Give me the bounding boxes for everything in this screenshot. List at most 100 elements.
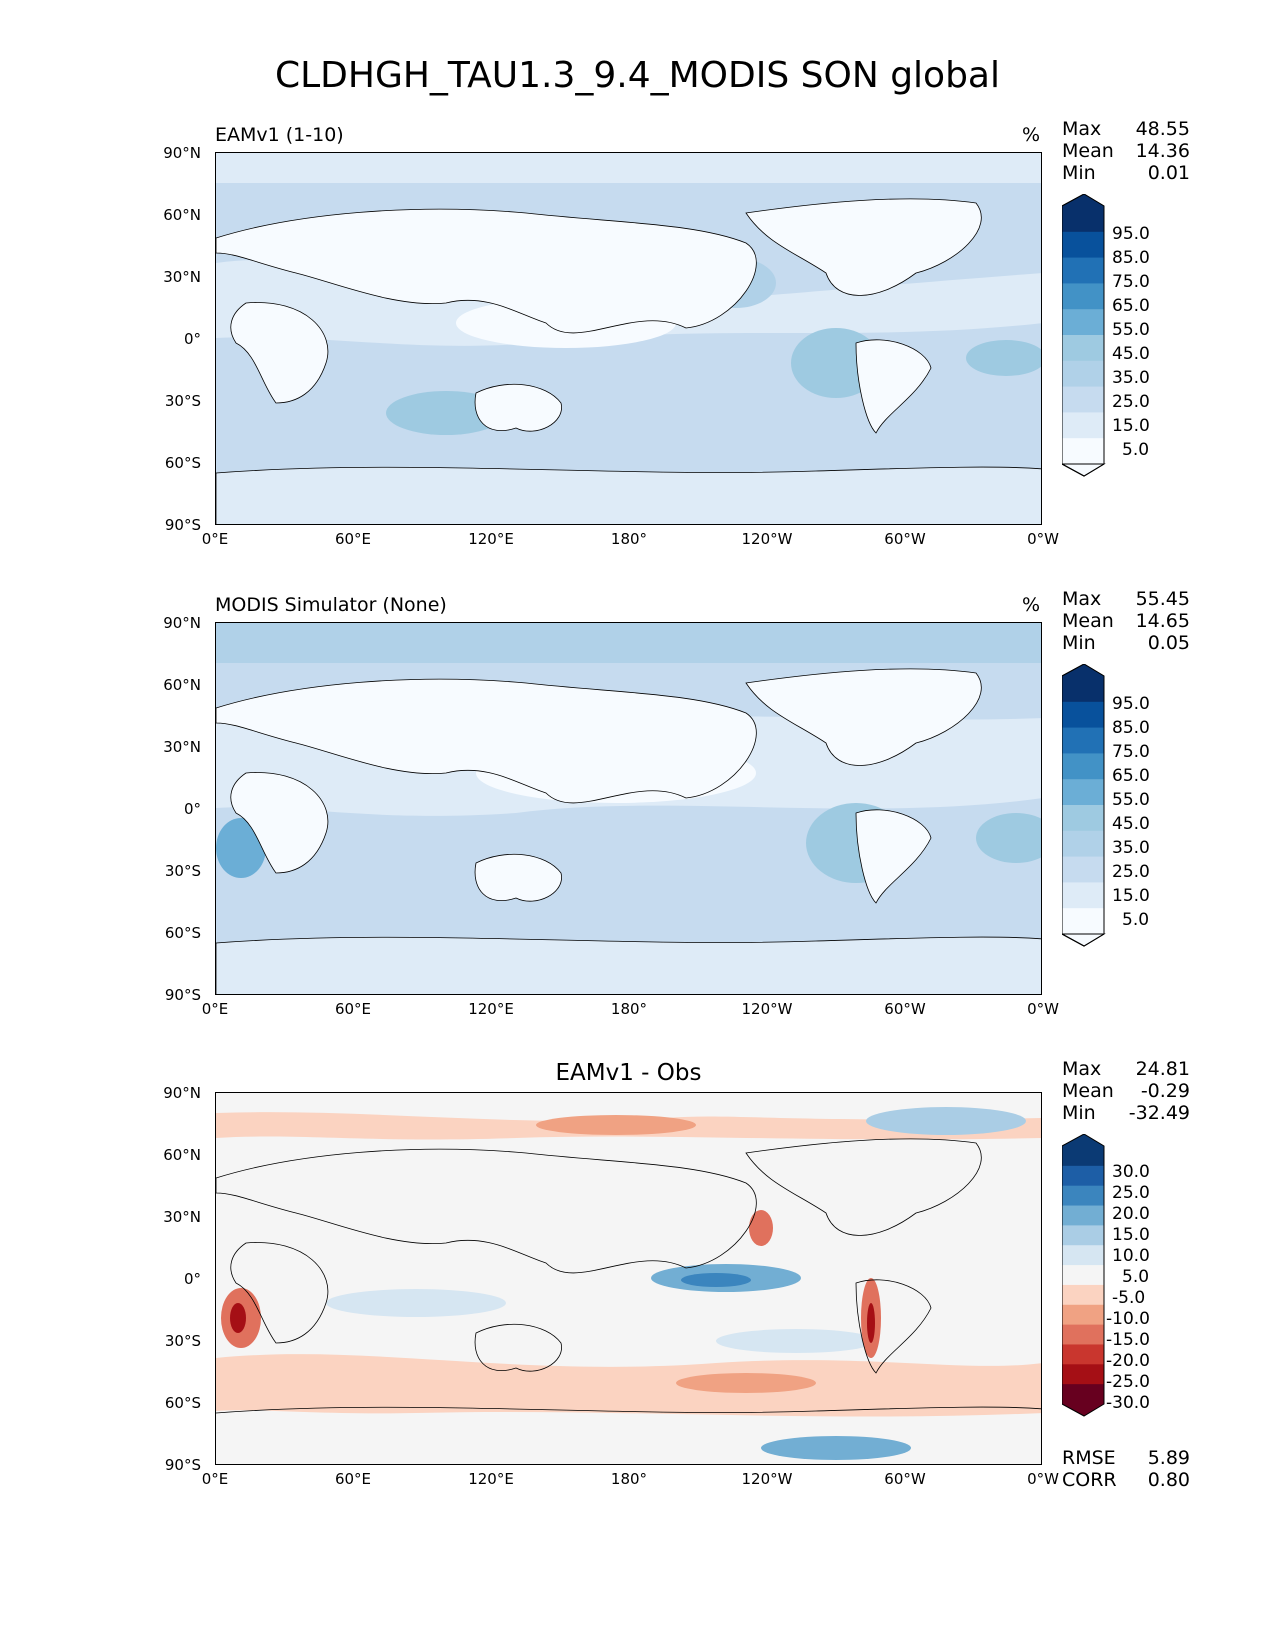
lon-tick: 60°W (884, 1000, 926, 1018)
colorbar-segment (1062, 1165, 1104, 1187)
colorbar-segment (1062, 1146, 1104, 1167)
colorbar-label: -5.0 (1112, 1288, 1146, 1308)
stat-min: 0.05 (1147, 632, 1190, 654)
colorbar-label: 45.0 (1112, 814, 1150, 834)
lon-tick: 60°E (334, 1470, 372, 1488)
colorbar-diff (1062, 1134, 1105, 1417)
lat-tick: 30°S (164, 392, 201, 410)
lon-tick: 0°E (201, 530, 229, 548)
lat-tick: 90°N (163, 1084, 201, 1102)
colorbar-label: -15.0 (1106, 1330, 1150, 1350)
lon-tick: 120°E (468, 530, 514, 548)
panel-modis: MODIS Simulator (None) % Max 55.45 Mean 14… (0, 588, 1275, 1028)
colorbar-segment (1062, 753, 1104, 780)
colorbar-label: -25.0 (1106, 1372, 1150, 1392)
stat-min-label: Min (1062, 1102, 1096, 1124)
lat-tick: 60°N (163, 676, 201, 694)
lon-tick: 180° (610, 530, 648, 548)
stat-mean: -0.29 (1140, 1080, 1190, 1102)
stat-mean: 14.36 (1135, 140, 1190, 162)
lat-tick: 30°S (164, 1332, 201, 1350)
colorbar-label: 25.0 (1112, 392, 1150, 412)
panel-label: MODIS Simulator (None) (215, 594, 447, 616)
lat-tick: 90°N (163, 614, 201, 632)
stats-box: Max 48.55 Mean 14.36 Min 0.01 (1062, 118, 1190, 184)
corr-value: 0.80 (1147, 1469, 1190, 1491)
stat-max: 48.55 (1135, 118, 1190, 140)
stat-mean-label: Mean (1062, 610, 1114, 632)
colorbar-label: 5.0 (1122, 1267, 1150, 1287)
lat-tick: 60°N (163, 206, 201, 224)
lat-tick: 60°N (163, 1146, 201, 1164)
colorbar-segment (1062, 206, 1104, 233)
lon-tick: 120°W (741, 1470, 793, 1488)
colorbar-label: 5.0 (1122, 440, 1150, 460)
colorbar-label: 45.0 (1112, 344, 1150, 364)
colorbar-label: 75.0 (1112, 272, 1150, 292)
colorbar-label: -30.0 (1106, 1393, 1150, 1413)
colorbar (1062, 664, 1106, 947)
lat-tick: 0° (183, 330, 201, 348)
stat-max: 55.45 (1135, 588, 1190, 610)
colorbar-label: 75.0 (1112, 742, 1150, 762)
stat-mean-label: Mean (1062, 140, 1114, 162)
colorbar-segment (1062, 1245, 1104, 1266)
colorbar-extend-top (1062, 1134, 1104, 1146)
colorbar-label: 35.0 (1112, 838, 1150, 858)
corr-label: CORR (1062, 1469, 1117, 1491)
colorbar-label: 15.0 (1112, 416, 1150, 436)
lon-tick: 0°W (1027, 1470, 1059, 1488)
map-diff (215, 1092, 1042, 1465)
lon-tick: 0°W (1027, 1000, 1059, 1018)
colorbar-outline (1062, 664, 1105, 947)
colorbar-segment (1062, 701, 1104, 729)
colorbar-segment (1062, 360, 1104, 388)
stat-min-label: Min (1062, 162, 1096, 184)
stat-mean-label: Mean (1062, 1080, 1114, 1102)
colorbar-outline (1062, 194, 1105, 477)
panel-label: EAMv1 (1-10) (215, 124, 344, 146)
colorbar-extend-bottom (1062, 1404, 1104, 1416)
lat-tick: 90°S (164, 986, 201, 1004)
lon-tick: 120°E (468, 1000, 514, 1018)
map-field (216, 623, 1041, 994)
lon-tick: 0°E (201, 1000, 229, 1018)
colorbar-segment (1062, 257, 1104, 284)
colorbar-label: 85.0 (1112, 718, 1150, 738)
map-eamv1 (215, 152, 1042, 525)
colorbar-segment (1062, 1344, 1104, 1365)
lat-tick: 60°S (164, 924, 201, 942)
colorbar-label: 15.0 (1112, 886, 1150, 906)
lon-tick: 120°W (741, 530, 793, 548)
stats-box: Max 24.81 Mean -0.29 Min -32.49 (1062, 1058, 1190, 1124)
colorbar-label: -10.0 (1106, 1309, 1150, 1329)
stat-max-label: Max (1062, 1058, 1102, 1080)
stat-max: 24.81 (1135, 1058, 1190, 1080)
colorbar-segment (1062, 1265, 1104, 1286)
lat-tick: 30°S (164, 862, 201, 880)
colorbar-label: 10.0 (1112, 1246, 1150, 1266)
colorbar-label: 65.0 (1112, 766, 1150, 786)
lon-tick: 60°W (884, 530, 926, 548)
units-label: % (1022, 594, 1041, 616)
lon-tick: 60°E (334, 1000, 372, 1018)
lon-tick: 0°E (201, 1470, 229, 1488)
map-field (216, 1093, 1041, 1464)
lat-tick: 60°S (164, 454, 201, 472)
colorbar-label: 25.0 (1112, 862, 1150, 882)
colorbar-label: 55.0 (1112, 790, 1150, 810)
lon-tick: 60°E (334, 530, 372, 548)
colorbar-segment (1062, 386, 1104, 413)
colorbar-segment (1062, 1304, 1104, 1326)
colorbar-label: 15.0 (1112, 1225, 1150, 1245)
panel-eamv1: EAMv1 (1-10) % Max 48.55 Mean 14.36 Min 0.0… (0, 118, 1275, 558)
colorbar-segment (1062, 1364, 1104, 1385)
stat-max-label: Max (1062, 588, 1102, 610)
colorbar-extend-top (1062, 194, 1104, 206)
lat-tick: 30°N (163, 738, 201, 756)
colorbar-segment (1062, 830, 1104, 858)
colorbar-label: 65.0 (1112, 296, 1150, 316)
lat-tick: 0° (183, 800, 201, 818)
colorbar-segment (1062, 335, 1104, 362)
colorbar-segment (1062, 779, 1104, 806)
